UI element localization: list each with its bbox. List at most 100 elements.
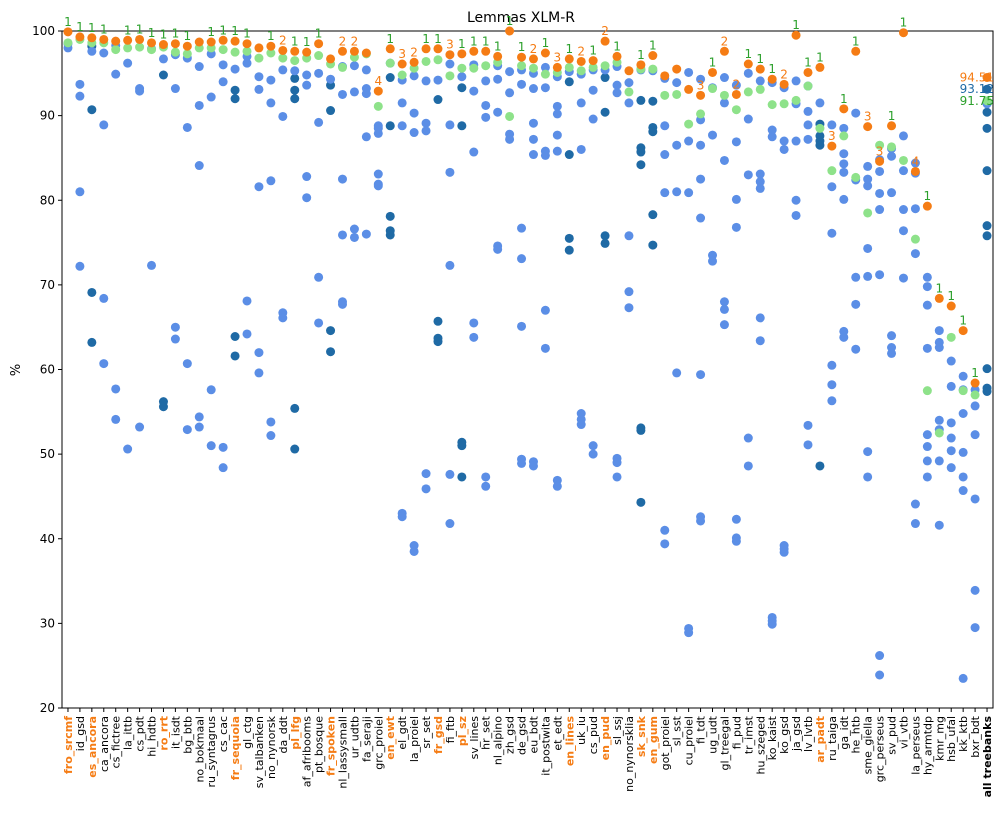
x-tick-label: cs_pdt — [134, 715, 147, 751]
y-tick-label: 90 — [40, 109, 55, 123]
series-point-orange — [708, 67, 718, 77]
x-tick-label: cs_pud — [587, 716, 600, 754]
series-point-orange — [194, 37, 204, 47]
series-point-orange — [851, 46, 861, 56]
series-point-orange — [63, 27, 73, 37]
scatter-point — [791, 210, 801, 220]
x-tick-label: ru_taiga — [826, 716, 839, 761]
scatter-point — [958, 472, 968, 482]
scatter-point — [863, 243, 873, 253]
x-tick-label: sv_pud — [886, 716, 899, 755]
x-tick-label: en_pud — [599, 716, 612, 760]
series-point-green — [505, 111, 515, 121]
rank-label: 1 — [148, 26, 156, 40]
scatter-point — [743, 461, 753, 471]
series-point-blue — [326, 74, 336, 84]
rank-label: 1 — [816, 50, 824, 64]
series-point-green — [170, 47, 180, 57]
x-tick-label: no_bokmaal — [193, 716, 206, 783]
scatter-point — [206, 92, 216, 102]
rank-label: 3 — [697, 78, 705, 92]
y-tick-label: 50 — [40, 447, 55, 461]
x-tick-label: vi_vtb — [897, 716, 910, 749]
scatter-point — [636, 425, 646, 435]
scatter-point — [982, 387, 992, 397]
series-point-orange — [934, 293, 944, 303]
x-tick-label: ur_udtb — [348, 716, 361, 758]
rank-label: 1 — [243, 27, 251, 41]
series-point-orange — [731, 89, 741, 99]
rank-label: 1 — [924, 189, 932, 203]
rank-label: 2 — [601, 24, 609, 38]
series-point-green — [373, 101, 383, 111]
scatter-point — [851, 344, 861, 354]
series-point-orange — [182, 41, 192, 51]
scatter-point — [75, 187, 85, 197]
series-point-orange — [743, 59, 753, 69]
scatter-point — [218, 463, 228, 473]
rank-label: 4 — [374, 74, 382, 88]
scatter-point — [349, 224, 359, 234]
series-point-blue — [373, 123, 383, 133]
scatter-point — [505, 134, 515, 144]
scatter-point — [421, 469, 431, 479]
scatter-point — [970, 494, 980, 504]
series-point-blue — [505, 67, 515, 77]
rank-label: 1 — [840, 92, 848, 106]
scatter-point — [302, 193, 312, 203]
scatter-point — [875, 166, 885, 176]
scatter-point — [218, 442, 228, 452]
x-tick-label: id_gsd — [74, 716, 87, 751]
scatter-point — [660, 539, 670, 549]
scatter-point — [612, 80, 622, 90]
rank-label: 1 — [160, 28, 168, 42]
rank-label: 2 — [530, 42, 538, 56]
scatter-point — [218, 77, 228, 87]
series-point-green — [266, 48, 276, 58]
scatter-point — [278, 313, 288, 323]
series-point-blue — [815, 98, 825, 108]
series-point-blue — [791, 76, 801, 86]
series-point-blue — [278, 65, 288, 75]
series-point-orange — [552, 62, 562, 72]
scatter-point — [540, 343, 550, 353]
scatter-point — [576, 144, 586, 154]
x-tick-label: fr_spoken — [325, 716, 338, 776]
x-tick-label: nl_alpino — [492, 716, 505, 765]
scatter-point — [779, 547, 789, 557]
rank-label: 1 — [386, 32, 394, 46]
series-point-orange — [970, 378, 980, 388]
scatter-point — [469, 318, 479, 328]
series-point-orange — [302, 47, 312, 57]
x-tick-label: ko_gsd — [778, 716, 791, 754]
series-point-orange — [672, 64, 682, 74]
scatter-point — [719, 155, 729, 165]
series-point-green — [755, 84, 765, 94]
series-point-blue — [731, 80, 741, 90]
rank-label: 3 — [876, 144, 884, 158]
scatter-point — [731, 514, 741, 524]
series-point-green — [218, 45, 228, 55]
x-tick-label: en_lines — [563, 716, 576, 767]
series-point-orange — [528, 54, 538, 64]
scatter-point — [588, 85, 598, 95]
scatter-point — [278, 111, 288, 121]
scatter-point — [612, 88, 622, 98]
x-tick-label: sl_sst — [671, 715, 684, 746]
series-point-orange — [230, 36, 240, 46]
scatter-point — [123, 444, 133, 454]
scatter-point — [803, 134, 813, 144]
x-tick-label: grc_perseus — [874, 716, 887, 783]
scatter-point — [433, 337, 443, 347]
scatter-point — [170, 334, 180, 344]
x-tick-label: de_gsd — [516, 716, 529, 755]
scatter-point — [934, 456, 944, 466]
scatter-point — [767, 132, 777, 142]
scatter-point — [696, 516, 706, 526]
scatter-point — [242, 296, 252, 306]
scatter-point — [827, 396, 837, 406]
scatter-point — [815, 140, 825, 150]
scatter-point — [648, 240, 658, 250]
series-point-blue — [230, 64, 240, 74]
